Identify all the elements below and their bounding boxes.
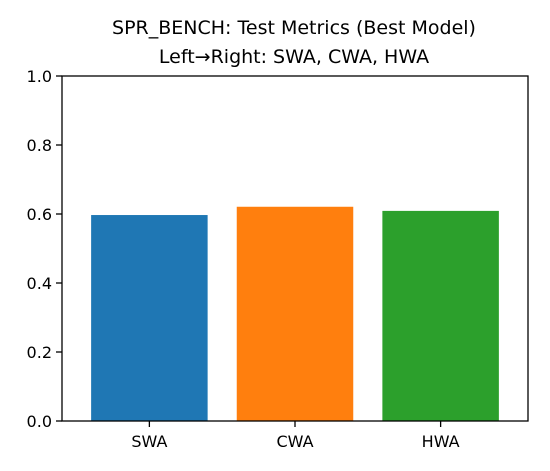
y-tick-label: 1.0 bbox=[27, 67, 52, 86]
bar-cwa bbox=[236, 206, 354, 421]
chart-subtitle: Left→Right: SWA, CWA, HWA bbox=[159, 46, 429, 68]
y-axis: 0.0 0.2 0.4 0.6 0.8 1.0 bbox=[27, 67, 62, 431]
plot-frame bbox=[61, 75, 529, 422]
x-tick-label-cwa: CWA bbox=[276, 432, 313, 451]
bars-group bbox=[91, 206, 499, 421]
y-tick-label: 0.2 bbox=[27, 343, 52, 362]
x-axis: SWA CWA HWA bbox=[131, 421, 460, 451]
chart-title: SPR_BENCH: Test Metrics (Best Model) bbox=[112, 17, 476, 39]
y-tick-label: 0.8 bbox=[27, 136, 52, 155]
bar-swa bbox=[91, 215, 208, 421]
y-tick-label: 0.0 bbox=[27, 412, 52, 431]
x-tick-label-hwa: HWA bbox=[422, 432, 460, 451]
y-tick-label: 0.4 bbox=[27, 274, 52, 293]
bar-hwa bbox=[382, 210, 499, 421]
y-tick-label: 0.6 bbox=[27, 205, 52, 224]
x-tick-label-swa: SWA bbox=[131, 432, 167, 451]
